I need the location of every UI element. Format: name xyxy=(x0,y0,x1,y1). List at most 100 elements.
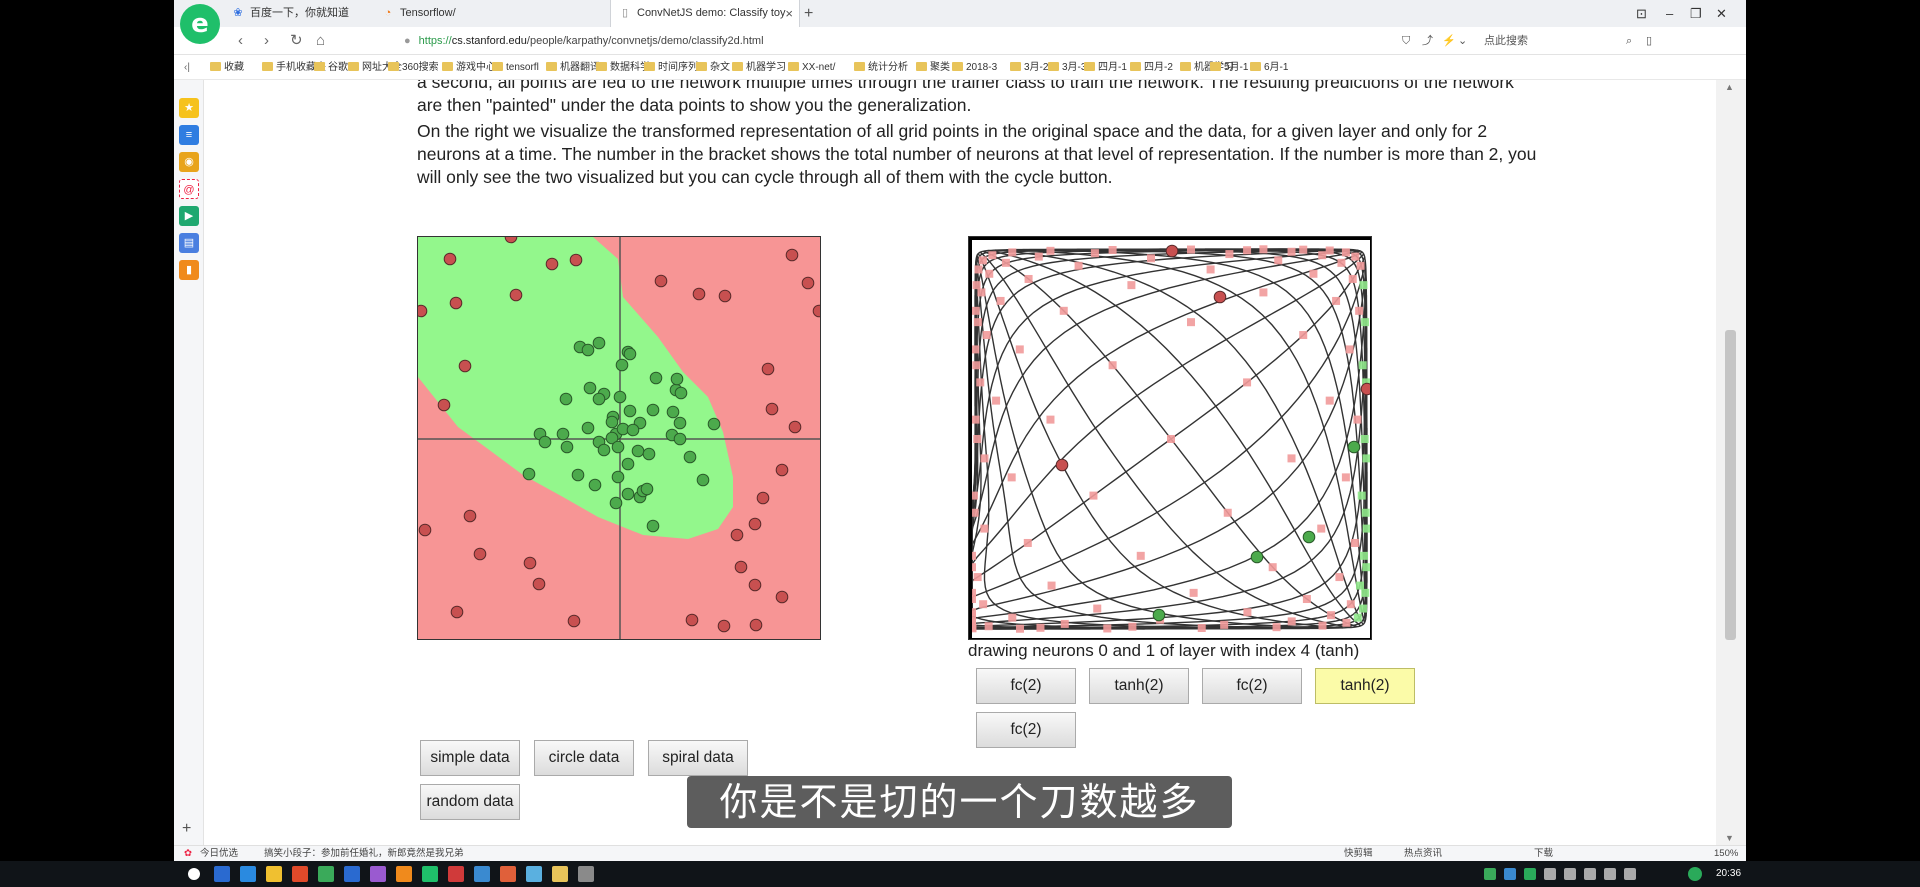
tab-tensorflow[interactable]: ◔ Tensorflow/ xyxy=(374,0,524,27)
volume-icon[interactable] xyxy=(1624,868,1636,880)
app-icon-3[interactable] xyxy=(344,866,360,882)
spiral-data-button[interactable]: spiral data xyxy=(648,740,748,776)
news-icon[interactable]: ≡ xyxy=(179,125,199,145)
minimize-icon[interactable]: – xyxy=(1666,6,1674,21)
bookmark-item[interactable]: 四月-1 xyxy=(1084,56,1127,79)
notification-badge-icon[interactable] xyxy=(1688,867,1702,881)
url-field[interactable]: ● https://cs.stanford.edu/people/karpathy… xyxy=(404,31,764,51)
video-icon[interactable]: ▶ xyxy=(179,206,199,226)
search-input[interactable]: 点此搜索 xyxy=(1484,31,1624,51)
transformed-representation-canvas[interactable] xyxy=(968,236,1372,640)
layer-button-tanh-2-selected[interactable]: tanh(2) xyxy=(1315,668,1415,704)
file-explorer-icon[interactable] xyxy=(266,866,282,882)
app-icon-8[interactable] xyxy=(474,866,490,882)
app-icon-5[interactable] xyxy=(396,866,412,882)
document-icon[interactable]: ▤ xyxy=(179,233,199,253)
tab-convnetjs[interactable]: ▯ ConvNetJS demo: Classify toy × xyxy=(610,0,800,27)
bookmark-item[interactable]: 2018-3 xyxy=(952,56,997,79)
bookmark-item[interactable]: 四月-2 xyxy=(1130,56,1173,79)
bookmark-item[interactable]: 3月-3 xyxy=(1048,56,1086,79)
chevron-down-icon[interactable]: ⌄ xyxy=(1458,35,1468,47)
layer-button-tanh-1[interactable]: tanh(2) xyxy=(1089,668,1189,704)
bookmark-item[interactable]: 游戏中心 xyxy=(442,56,496,79)
back-icon[interactable]: ‹ xyxy=(238,32,243,49)
refresh-icon[interactable]: ↻ xyxy=(290,32,303,49)
tray-icon-6[interactable] xyxy=(1584,868,1596,880)
search-icon[interactable]: ⌕ xyxy=(1626,35,1633,47)
status-hot-news[interactable]: 热点资讯 xyxy=(1404,848,1443,859)
close-window-icon[interactable]: ✕ xyxy=(1716,6,1727,21)
app-icon-7[interactable] xyxy=(448,866,464,882)
decision-boundary-canvas[interactable] xyxy=(417,236,821,640)
bookmarks-collapse-icon[interactable]: ‹| xyxy=(184,62,190,73)
bookmark-item[interactable]: 统计分析 xyxy=(854,56,908,79)
tray-icon-2[interactable] xyxy=(1504,868,1516,880)
random-data-button[interactable]: random data xyxy=(420,784,520,820)
app-icon-1[interactable] xyxy=(292,866,308,882)
add-sidebar-icon[interactable]: + xyxy=(182,820,192,837)
bookmark-item[interactable]: tensorfl xyxy=(492,56,539,79)
layer-button-fc-2[interactable]: fc(2) xyxy=(1202,668,1302,704)
status-zoom[interactable]: 150% xyxy=(1714,848,1739,859)
bookmark-item[interactable]: 时间序列 xyxy=(644,56,698,79)
scrollbar-thumb[interactable] xyxy=(1725,330,1736,640)
bookmark-item[interactable]: 360搜索 xyxy=(388,56,439,79)
status-news-ticker[interactable]: 搞笑小段子：参加前任婚礼，新郎竟然是我兄弟 xyxy=(264,848,464,859)
tray-icon-5[interactable] xyxy=(1564,868,1576,880)
book-icon[interactable]: ▮ xyxy=(179,260,199,280)
layer-button-fc-1[interactable]: fc(2) xyxy=(976,668,1076,704)
vertical-scrollbar[interactable]: ▲ ▼ xyxy=(1716,80,1746,845)
circle-data-button[interactable]: circle data xyxy=(534,740,634,776)
bookmark-item[interactable]: 数据科学 xyxy=(596,56,650,79)
bookmark-item[interactable]: 3月-2 xyxy=(1010,56,1048,79)
tray-icon-1[interactable] xyxy=(1484,868,1496,880)
restore-icon[interactable]: ❐ xyxy=(1690,6,1702,21)
tray-icon-3[interactable] xyxy=(1524,868,1536,880)
browser-logo-icon[interactable]: e xyxy=(180,4,220,44)
bookmark-item[interactable]: 手机收藏夹 xyxy=(262,56,326,79)
bolt-icon[interactable]: ⚡ xyxy=(1442,35,1456,47)
close-tab-icon[interactable]: × xyxy=(785,6,793,21)
shield-icon[interactable]: ⛉ xyxy=(1402,35,1411,47)
network-icon[interactable] xyxy=(1604,868,1616,880)
home-icon[interactable]: ⌂ xyxy=(316,32,326,49)
app-icon-11[interactable] xyxy=(552,866,568,882)
task-view-icon[interactable] xyxy=(214,866,230,882)
app-icon-9[interactable] xyxy=(500,866,516,882)
bookmark-item[interactable]: 机器学习 xyxy=(732,56,786,79)
app-icon-4[interactable] xyxy=(370,866,386,882)
tablet-icon[interactable]: ▯ xyxy=(1646,35,1653,47)
status-video-edit[interactable]: 快剪辑 xyxy=(1344,848,1373,859)
bookmark-item[interactable]: 聚类 xyxy=(916,56,950,79)
bookmark-item[interactable]: 杂文 xyxy=(696,56,730,79)
weibo-icon[interactable]: ◉ xyxy=(179,152,199,172)
bookmark-item[interactable]: 6月-1 xyxy=(1250,56,1288,79)
app-icon-2[interactable] xyxy=(318,866,334,882)
tab-baidu[interactable]: ❀ 百度一下，你就知道 xyxy=(224,0,374,27)
status-download[interactable]: 下载 xyxy=(1534,848,1554,859)
bookmark-item[interactable]: 网址大全 xyxy=(348,56,402,79)
bookmark-item[interactable]: 收藏 xyxy=(210,56,244,79)
forward-icon[interactable]: › xyxy=(264,32,269,49)
bookmark-item[interactable]: 5月-1 xyxy=(1210,56,1248,79)
status-today-picks[interactable]: 今日优选 xyxy=(200,848,239,859)
layer-button-fc-3[interactable]: fc(2) xyxy=(976,712,1076,748)
edge-icon[interactable] xyxy=(240,866,256,882)
new-tab-button[interactable]: + xyxy=(804,5,814,22)
app-icon-10[interactable] xyxy=(526,866,542,882)
bookmark-item[interactable]: 谷歌 xyxy=(314,56,348,79)
scroll-up-icon[interactable]: ▲ xyxy=(1725,82,1734,92)
share-icon[interactable]: ⤴ xyxy=(1422,35,1433,47)
taskbar-clock[interactable]: 20:36 xyxy=(1716,868,1742,879)
app-icon-12[interactable] xyxy=(578,866,594,882)
app-icon-6[interactable] xyxy=(422,866,438,882)
star-icon[interactable]: ★ xyxy=(179,98,199,118)
tab-list-icon[interactable]: ⊡ xyxy=(1636,6,1647,21)
bookmark-item[interactable]: XX-net/ xyxy=(788,56,835,79)
cortana-icon[interactable] xyxy=(188,868,200,880)
scroll-down-icon[interactable]: ▼ xyxy=(1725,833,1734,843)
tray-icon-4[interactable] xyxy=(1544,868,1556,880)
mail-icon[interactable]: @ xyxy=(179,179,199,199)
bookmark-item[interactable]: 机器翻译 xyxy=(546,56,600,79)
simple-data-button[interactable]: simple data xyxy=(420,740,520,776)
